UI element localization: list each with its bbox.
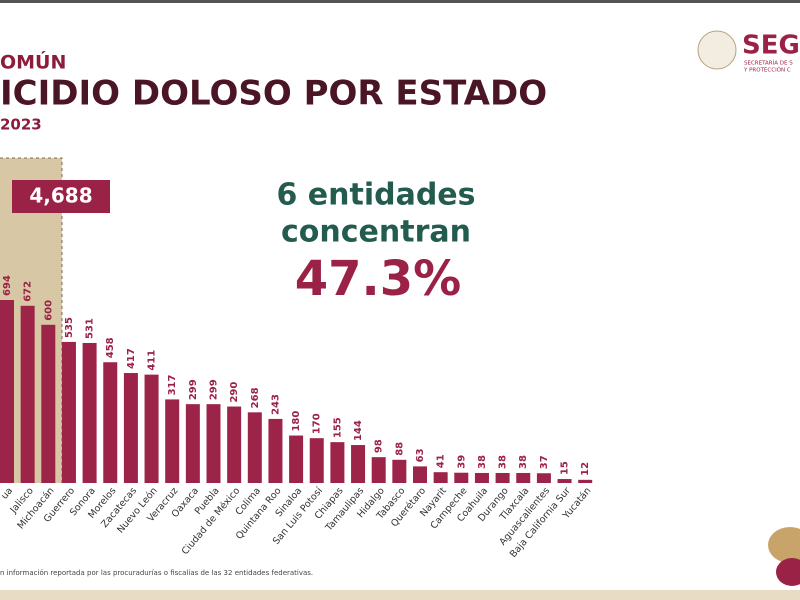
bar	[433, 472, 448, 483]
value-label: 535	[64, 317, 75, 338]
value-label: 170	[312, 413, 323, 434]
kicker: OMÚN	[0, 50, 66, 74]
value-label: 88	[394, 442, 405, 456]
value-label: 144	[353, 420, 364, 441]
bar	[227, 406, 242, 483]
footnote: n información reportada por las procurad…	[0, 569, 313, 577]
bar	[82, 342, 97, 483]
bar	[103, 362, 118, 483]
value-label: 299	[209, 379, 220, 400]
logo-subtext: Y PROTECCIÓN C	[743, 67, 791, 74]
value-label: 38	[518, 455, 529, 469]
value-label: 411	[147, 350, 158, 371]
title: ICIDIO DOLOSO POR ESTADO	[0, 74, 547, 114]
value-label: 38	[477, 455, 488, 469]
value-label: 417	[126, 348, 137, 369]
bar	[351, 445, 366, 483]
x-tick-label: ua	[0, 485, 15, 501]
value-label: 600	[43, 300, 54, 321]
decoration	[768, 527, 800, 586]
value-label: 63	[415, 448, 426, 462]
bar	[330, 442, 345, 483]
value-label: 243	[270, 394, 281, 415]
bar	[165, 399, 180, 483]
annotation-line: concentran	[281, 215, 471, 250]
bar	[578, 479, 593, 483]
bar	[206, 404, 221, 483]
value-label: 155	[332, 417, 343, 438]
value-label: 98	[374, 439, 385, 453]
value-label: 672	[23, 281, 34, 302]
bar	[557, 479, 572, 483]
annotation-value: 47.3%	[295, 251, 462, 307]
value-label: 180	[291, 411, 302, 432]
value-label: 41	[436, 454, 447, 468]
value-label: 268	[250, 387, 261, 408]
bar	[536, 473, 551, 483]
value-label: 317	[167, 374, 178, 395]
bar	[41, 324, 56, 483]
bar	[413, 466, 427, 483]
logo-text: SEGU	[742, 31, 800, 61]
value-label: 37	[539, 455, 550, 469]
value-label: 39	[456, 455, 467, 469]
top-border	[0, 0, 800, 3]
bar	[495, 472, 510, 483]
bar	[371, 457, 386, 483]
subtitle: 2023	[0, 116, 42, 134]
bar	[516, 472, 531, 483]
bar	[247, 412, 262, 483]
bar	[392, 459, 407, 483]
logo-emblem	[697, 30, 737, 70]
value-label: 15	[560, 461, 571, 475]
annotation-line: 6 entidades	[276, 178, 475, 213]
bar	[309, 438, 324, 483]
bar	[20, 305, 35, 483]
value-label: 299	[188, 379, 199, 400]
bottom-strip	[0, 590, 800, 600]
bar	[0, 300, 14, 483]
bar	[123, 373, 138, 483]
bar	[289, 435, 304, 483]
value-label: 458	[105, 337, 116, 358]
value-label: 12	[580, 462, 591, 476]
value-label: 694	[2, 275, 13, 296]
bar	[268, 418, 283, 483]
logo-subtext: SECRETARÍA DE S	[744, 60, 793, 67]
value-label: 38	[498, 455, 509, 469]
value-label: 531	[85, 318, 96, 339]
bar	[454, 472, 469, 483]
highlight-box	[12, 180, 110, 213]
bar	[144, 374, 159, 483]
value-label: 290	[229, 382, 240, 403]
highlight-value: 4,688	[29, 184, 92, 208]
bar	[61, 341, 76, 483]
bar	[474, 472, 489, 483]
bar	[185, 404, 200, 483]
